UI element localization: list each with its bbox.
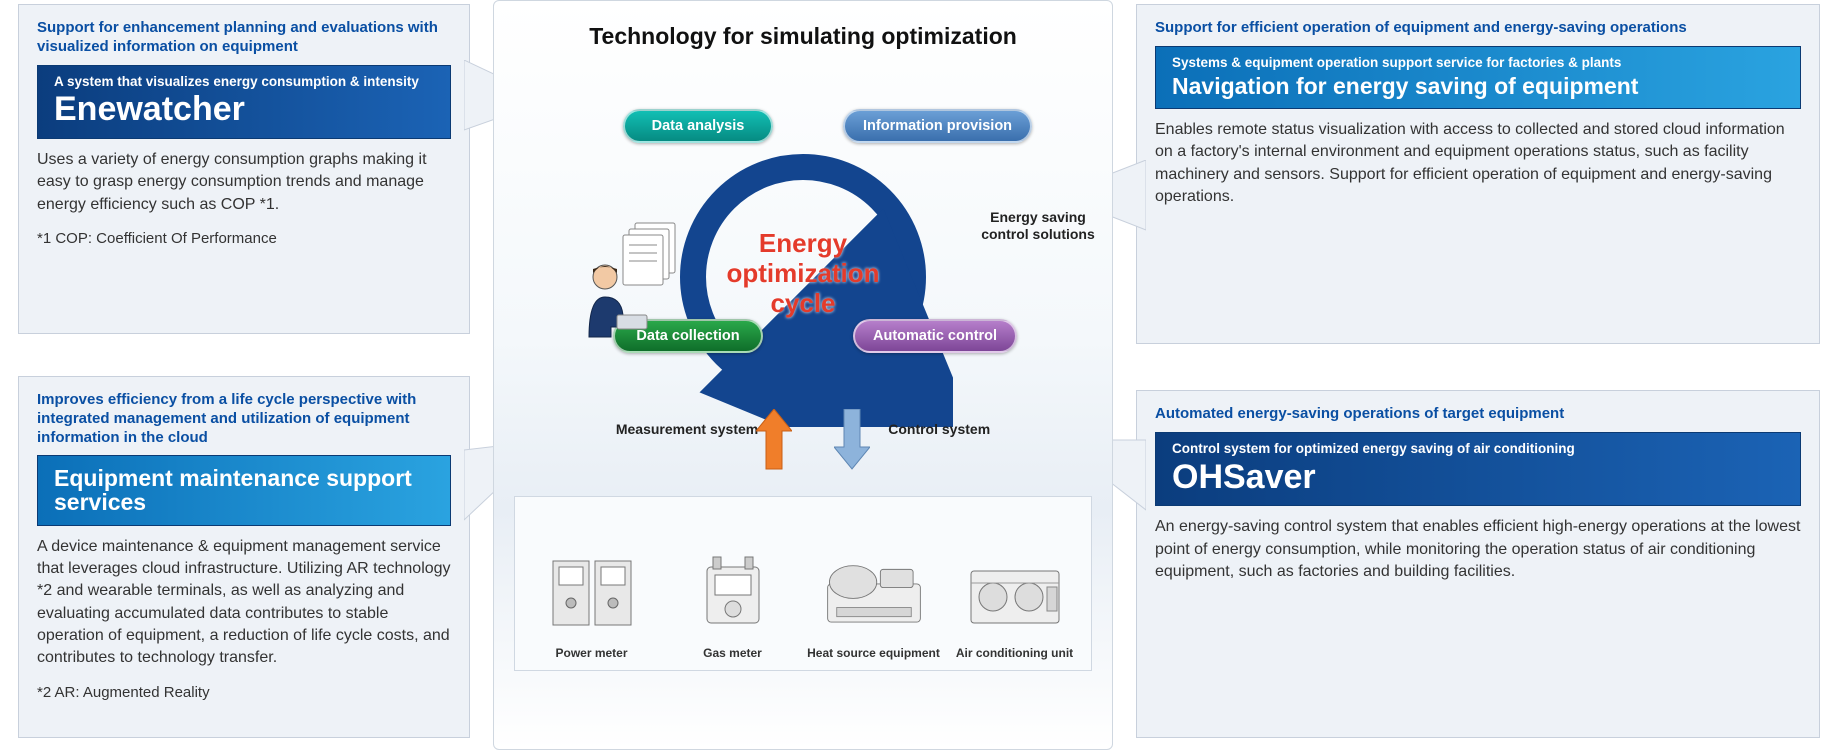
card-navigation: Support for efficient operation of equip… <box>1136 4 1820 344</box>
gas-meter-icon <box>683 548 783 638</box>
card-banner: Control system for optimized energy savi… <box>1155 432 1801 507</box>
card-footnote: *2 AR: Augmented Reality <box>37 684 451 701</box>
card-body: Uses a variety of energy consumption gra… <box>37 149 451 216</box>
banner-title: Navigation for energy saving of equipmen… <box>1172 74 1784 98</box>
card-enewatcher: Support for enhancement planning and eva… <box>18 4 470 334</box>
equip-air-conditioning: Air conditioning unit <box>945 548 1085 660</box>
banner-subtitle: Control system for optimized energy savi… <box>1172 441 1784 458</box>
card-footnote: *1 COP: Coefficient Of Performance <box>37 230 451 247</box>
card-banner: A system that visualizes energy consumpt… <box>37 65 451 140</box>
card-ohsaver: Automated energy-saving operations of ta… <box>1136 390 1820 738</box>
cycle-label-l1: Energy <box>759 228 847 258</box>
cycle-label-l2: optimization <box>726 258 879 288</box>
card-sup: Improves efficiency from a life cycle pe… <box>37 391 451 447</box>
card-sup: Support for efficient operation of equip… <box>1155 19 1801 38</box>
card-banner: Systems & equipment operation support se… <box>1155 46 1801 109</box>
banner-title: Equipment maintenance support services <box>54 466 434 514</box>
equip-label: Heat source equipment <box>807 646 940 660</box>
measurement-control-row: Measurement system Control system <box>494 421 1112 437</box>
arrow-up-icon <box>756 409 792 479</box>
analyst-icon <box>583 219 673 329</box>
pill-data-analysis: Data analysis <box>623 109 773 143</box>
equip-label: Gas meter <box>703 646 762 660</box>
pill-information-provision: Information provision <box>843 109 1032 143</box>
heat-source-icon <box>824 548 924 638</box>
banner-title: OHSaver <box>1172 460 1784 496</box>
card-banner: Equipment maintenance support services <box>37 455 451 525</box>
card-body: A device maintenance & equipment managem… <box>37 536 451 670</box>
card-maintenance: Improves efficiency from a life cycle pe… <box>18 376 470 738</box>
banner-subtitle: Systems & equipment operation support se… <box>1172 55 1784 72</box>
air-conditioning-icon <box>965 548 1065 638</box>
cycle-diagram: Energy optimization cycle Data analysis … <box>543 79 1063 399</box>
equip-label: Air conditioning unit <box>956 646 1073 660</box>
power-meter-icon <box>542 548 642 638</box>
card-body: Enables remote status visualization with… <box>1155 119 1801 209</box>
card-body: An energy-saving control system that ena… <box>1155 516 1801 583</box>
cycle-label-l3: cycle <box>770 288 835 318</box>
equip-label: Power meter <box>555 646 627 660</box>
banner-title: Enewatcher <box>54 92 434 128</box>
card-sup: Support for enhancement planning and eva… <box>37 19 451 57</box>
control-label: Control system <box>888 421 990 437</box>
center-panel: Technology for simulating optimization E… <box>493 0 1113 750</box>
card-sup: Automated energy-saving operations of ta… <box>1155 405 1801 424</box>
measurement-label: Measurement system <box>616 421 758 437</box>
equipment-row: Power meter Gas meter <box>514 496 1092 671</box>
side-label-energy-saving: Energy saving control solutions <box>973 209 1103 243</box>
banner-subtitle: A system that visualizes energy consumpt… <box>54 74 434 91</box>
center-title: Technology for simulating optimization <box>494 23 1112 50</box>
equip-heat-source: Heat source equipment <box>804 548 944 660</box>
cycle-label: Energy optimization cycle <box>726 229 879 319</box>
equip-gas-meter: Gas meter <box>663 548 803 660</box>
arrow-down-icon <box>834 409 870 479</box>
equip-power-meter: Power meter <box>522 548 662 660</box>
pill-automatic-control: Automatic control <box>853 319 1017 353</box>
